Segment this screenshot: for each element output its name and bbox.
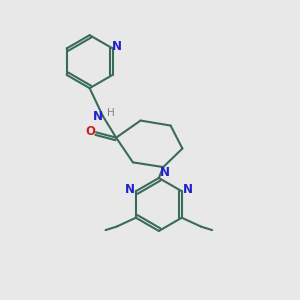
Text: H: H (107, 108, 115, 118)
Text: N: N (183, 183, 193, 196)
Text: N: N (160, 166, 170, 179)
Text: N: N (93, 110, 103, 123)
Text: N: N (124, 183, 134, 196)
Text: N: N (111, 40, 122, 53)
Text: O: O (86, 125, 96, 138)
